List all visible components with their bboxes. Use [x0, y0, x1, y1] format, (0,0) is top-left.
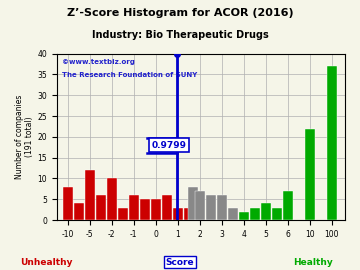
- Bar: [206, 195, 216, 220]
- Bar: [74, 203, 84, 220]
- Text: Healthy: Healthy: [293, 258, 333, 266]
- Bar: [327, 66, 337, 220]
- Y-axis label: Number of companies
(191 total): Number of companies (191 total): [15, 95, 35, 179]
- Bar: [272, 208, 282, 220]
- Bar: [184, 208, 194, 220]
- Bar: [228, 208, 238, 220]
- Bar: [85, 170, 95, 220]
- Bar: [188, 187, 198, 220]
- Bar: [195, 191, 205, 220]
- Text: Unhealthy: Unhealthy: [21, 258, 73, 266]
- Bar: [217, 195, 227, 220]
- Bar: [162, 195, 172, 220]
- Text: The Research Foundation of SUNY: The Research Foundation of SUNY: [62, 72, 198, 78]
- Text: Score: Score: [166, 258, 194, 266]
- Text: Z’-Score Histogram for ACOR (2016): Z’-Score Histogram for ACOR (2016): [67, 8, 293, 18]
- Bar: [140, 199, 150, 220]
- Text: Industry: Bio Therapeutic Drugs: Industry: Bio Therapeutic Drugs: [92, 30, 268, 40]
- Text: 0.9799: 0.9799: [151, 141, 186, 150]
- Bar: [173, 208, 183, 220]
- Bar: [283, 191, 293, 220]
- Bar: [96, 195, 105, 220]
- Bar: [239, 212, 249, 220]
- Bar: [63, 187, 73, 220]
- Bar: [107, 178, 117, 220]
- Bar: [129, 195, 139, 220]
- Bar: [261, 203, 271, 220]
- Bar: [151, 199, 161, 220]
- Text: ©www.textbiz.org: ©www.textbiz.org: [62, 59, 135, 65]
- Bar: [118, 208, 128, 220]
- Bar: [305, 129, 315, 220]
- Bar: [250, 208, 260, 220]
